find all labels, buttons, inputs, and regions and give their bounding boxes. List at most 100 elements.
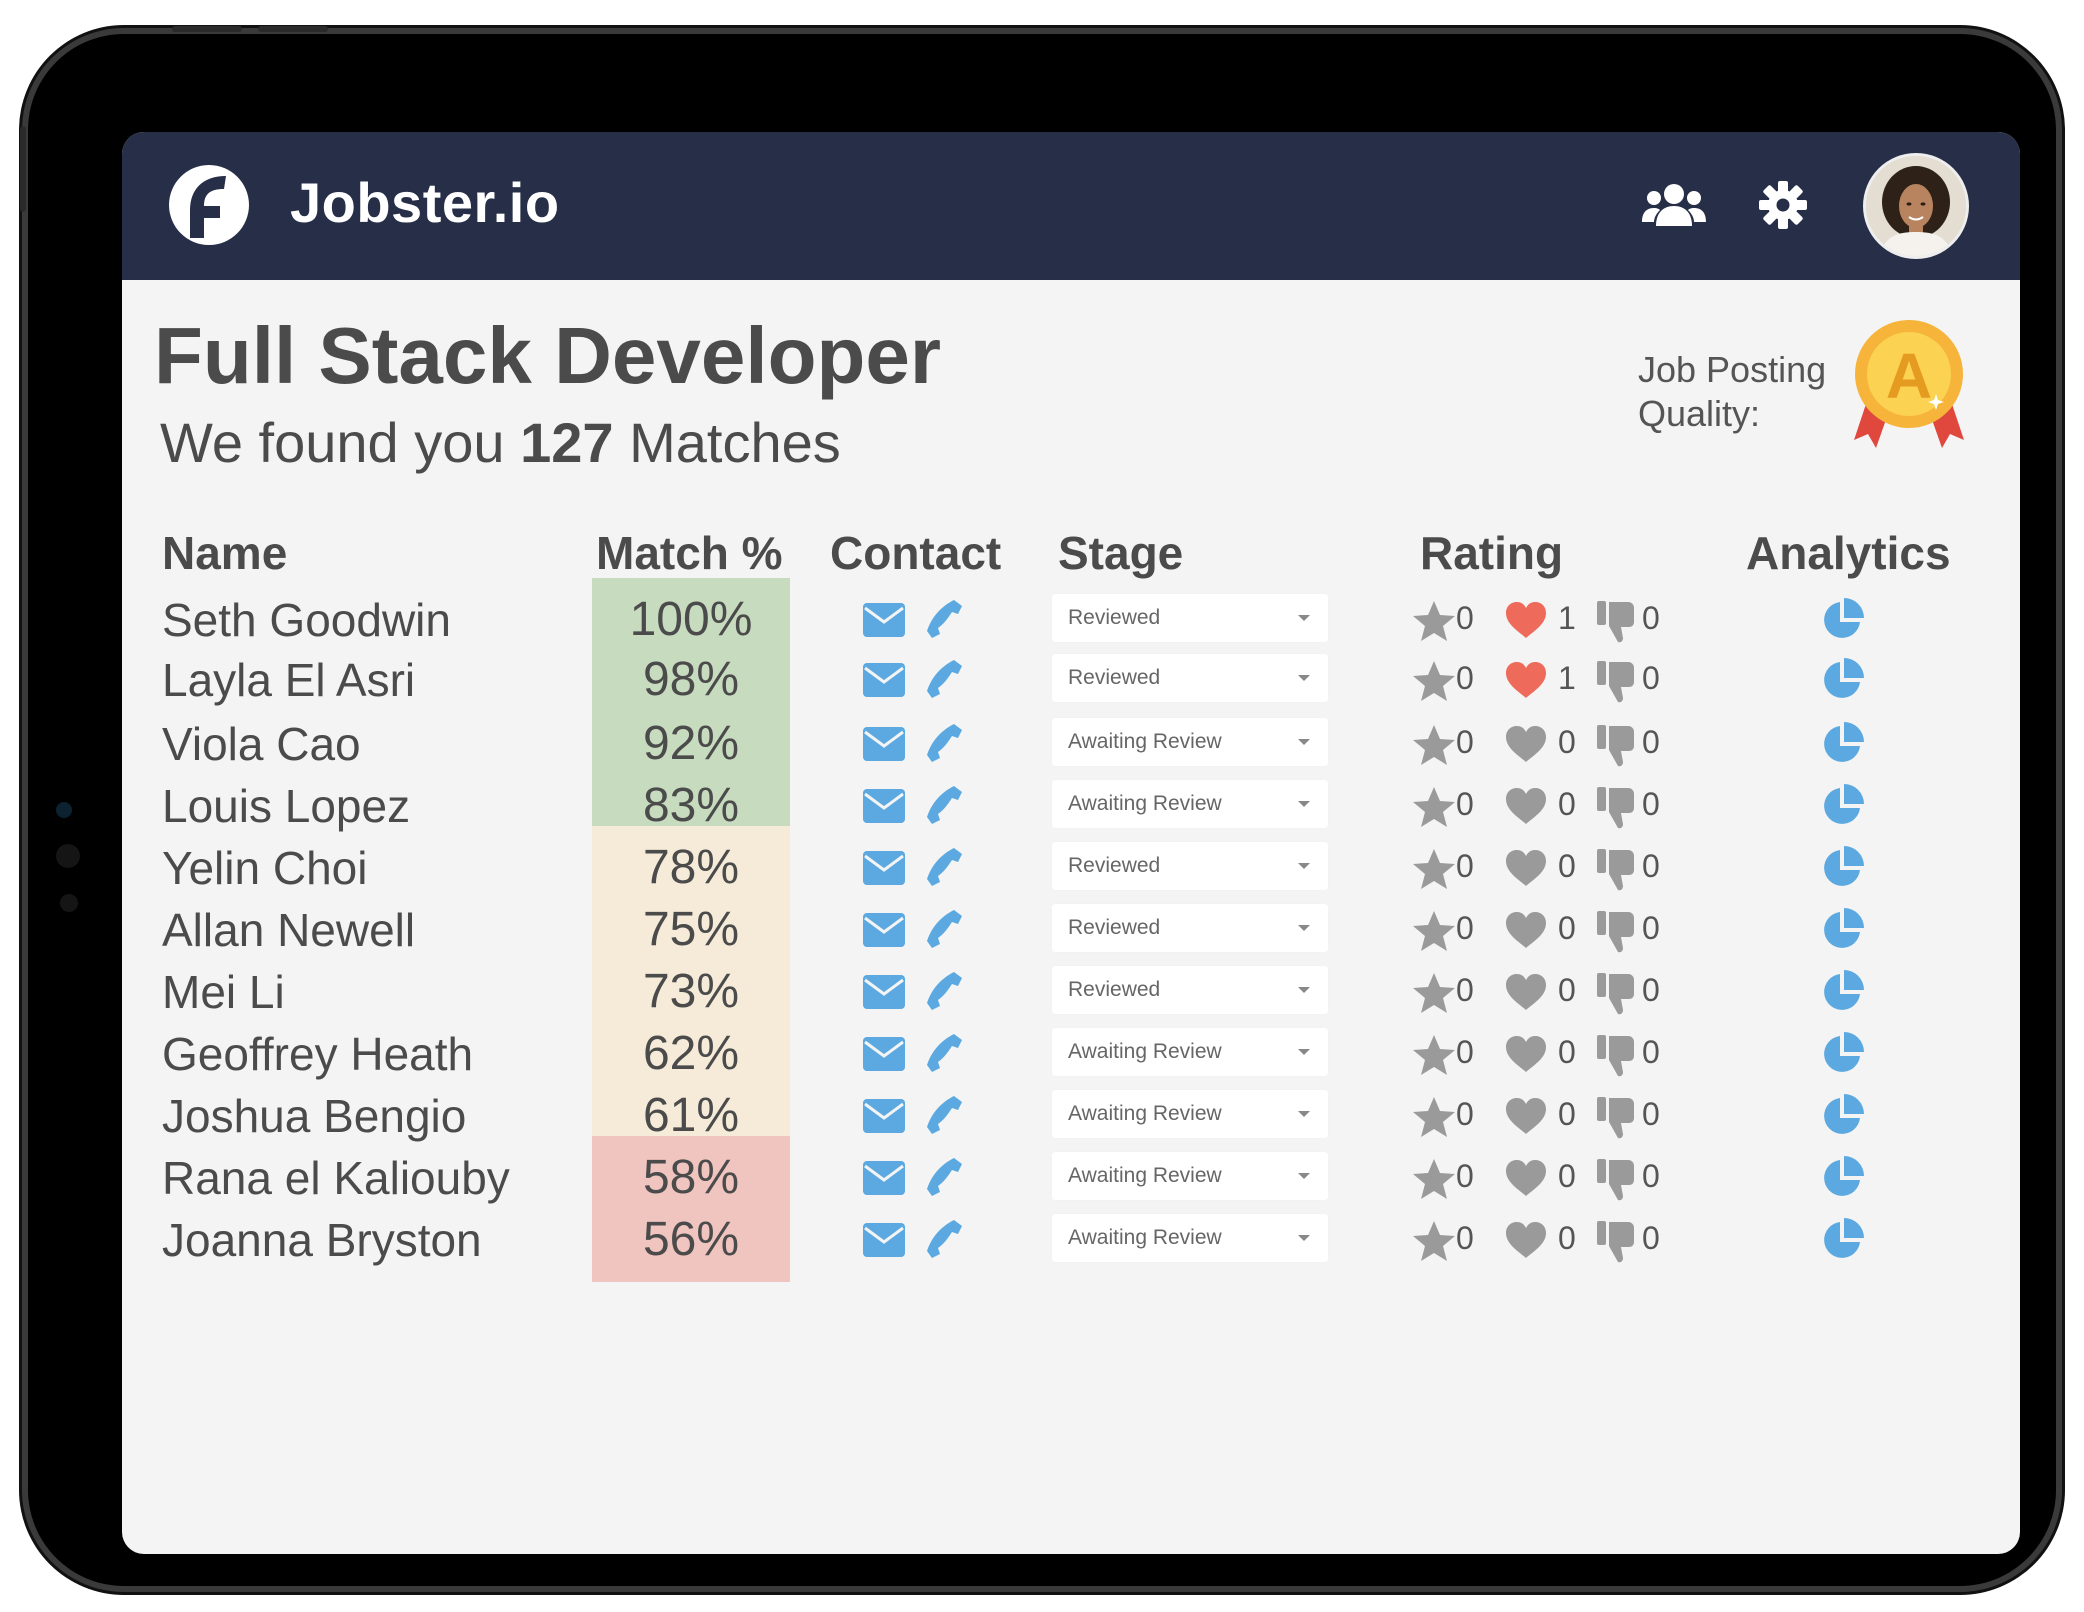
heart-count: 0: [1558, 972, 1576, 1008]
candidate-name[interactable]: Rana el Kaliouby: [162, 1152, 510, 1204]
star-count: 0: [1456, 1034, 1474, 1070]
match-summary-suffix: Matches: [629, 411, 841, 474]
pie-chart-icon[interactable]: [1820, 846, 1864, 890]
phone-icon[interactable]: [926, 1094, 966, 1136]
column-header-name[interactable]: Name: [162, 527, 288, 579]
phone-icon[interactable]: [926, 1032, 966, 1074]
top-navigation-bar: Jobster.io: [122, 132, 2020, 280]
star-icon: [1413, 1035, 1455, 1075]
pie-chart-icon[interactable]: [1820, 722, 1864, 766]
chevron-down-icon: [1298, 925, 1310, 931]
avatar[interactable]: [1866, 156, 1966, 256]
phone-icon[interactable]: [926, 846, 966, 888]
chevron-down-icon: [1298, 1049, 1310, 1055]
stage-dropdown[interactable]: Reviewed: [1052, 594, 1328, 642]
chevron-down-icon: [1298, 1235, 1310, 1241]
pie-chart-icon[interactable]: [1820, 598, 1864, 642]
brand-name[interactable]: Jobster.io: [290, 171, 560, 234]
table-row[interactable]: Joanna Bryston 56% Awaiting Review 0: [122, 1198, 2020, 1282]
contact-actions: [862, 782, 972, 830]
email-icon[interactable]: [862, 788, 906, 824]
phone-icon[interactable]: [926, 784, 966, 826]
stage-dropdown[interactable]: Awaiting Review: [1052, 1090, 1328, 1138]
email-icon[interactable]: [862, 726, 906, 762]
thumbs-down-icon: [1597, 849, 1634, 891]
heart-icon: [1506, 850, 1546, 886]
stage-value: Awaiting Review: [1068, 1226, 1222, 1249]
stage-dropdown[interactable]: Awaiting Review: [1052, 1152, 1328, 1200]
column-header-match[interactable]: Match %: [596, 527, 783, 579]
users-icon[interactable]: [1642, 182, 1706, 228]
email-icon[interactable]: [862, 1222, 906, 1258]
pie-chart-icon[interactable]: [1820, 658, 1864, 702]
candidate-name[interactable]: Layla El Asri: [162, 654, 416, 706]
pie-chart-icon[interactable]: [1820, 784, 1864, 828]
email-icon[interactable]: [862, 974, 906, 1010]
candidate-name[interactable]: Seth Goodwin: [162, 594, 451, 646]
dislike-count: 0: [1642, 660, 1660, 696]
contact-actions: [862, 656, 972, 704]
phone-icon[interactable]: [926, 1218, 966, 1260]
heart-icon: [1506, 788, 1546, 824]
candidate-name[interactable]: Louis Lopez: [162, 780, 411, 832]
star-count: 0: [1456, 972, 1474, 1008]
stage-dropdown[interactable]: Reviewed: [1052, 842, 1328, 890]
email-icon[interactable]: [862, 1160, 906, 1196]
stage-dropdown[interactable]: Awaiting Review: [1052, 780, 1328, 828]
email-icon[interactable]: [862, 1098, 906, 1134]
candidate-name[interactable]: Joanna Bryston: [162, 1214, 482, 1266]
heart-count: 1: [1558, 660, 1576, 696]
phone-icon[interactable]: [926, 658, 966, 700]
pie-chart-icon[interactable]: [1820, 908, 1864, 952]
column-header-stage[interactable]: Stage: [1058, 527, 1184, 579]
stage-dropdown[interactable]: Awaiting Review: [1052, 1214, 1328, 1262]
stage-value: Reviewed: [1068, 606, 1161, 629]
table-row[interactable]: Mei Li 73% Reviewed 0: [122, 950, 2020, 1034]
thumbs-down-icon: [1597, 725, 1634, 767]
quality-medal-icon[interactable]: A: [1844, 318, 1974, 454]
contact-actions: [862, 596, 972, 644]
candidate-name[interactable]: Mei Li: [162, 966, 285, 1018]
candidate-name[interactable]: Geoffrey Heath: [162, 1028, 474, 1080]
pie-chart-icon[interactable]: [1820, 1094, 1864, 1138]
stage-value: Reviewed: [1068, 916, 1161, 939]
candidate-name[interactable]: Yelin Choi: [162, 842, 368, 894]
gear-icon[interactable]: [1758, 180, 1808, 230]
heart-count: 0: [1558, 1096, 1576, 1132]
candidate-name[interactable]: Joshua Bengio: [162, 1090, 467, 1142]
heart-icon: [1506, 912, 1546, 948]
phone-icon[interactable]: [926, 722, 966, 764]
tablet-frame: Jobster.io: [20, 26, 2056, 1586]
stage-dropdown[interactable]: Reviewed: [1052, 654, 1328, 702]
pie-chart-icon[interactable]: [1820, 1032, 1864, 1076]
column-header-rating[interactable]: Rating: [1420, 527, 1564, 579]
stage-dropdown[interactable]: Reviewed: [1052, 966, 1328, 1014]
heart-count: 0: [1558, 724, 1576, 760]
phone-icon[interactable]: [926, 1156, 966, 1198]
stage-value: Awaiting Review: [1068, 792, 1222, 815]
star-count: 0: [1456, 1096, 1474, 1132]
pie-chart-icon[interactable]: [1820, 970, 1864, 1014]
email-icon[interactable]: [862, 1036, 906, 1072]
candidate-name[interactable]: Allan Newell: [162, 904, 416, 956]
pie-chart-icon[interactable]: [1820, 1156, 1864, 1200]
table-row[interactable]: Allan Newell 75% Reviewed 0: [122, 888, 2020, 972]
phone-icon[interactable]: [926, 908, 966, 950]
email-icon[interactable]: [862, 662, 906, 698]
stage-dropdown[interactable]: Awaiting Review: [1052, 718, 1328, 766]
dislike-count: 0: [1642, 1096, 1660, 1132]
candidate-name[interactable]: Viola Cao: [162, 718, 361, 770]
quality-grade: A: [1886, 340, 1932, 412]
stage-dropdown[interactable]: Awaiting Review: [1052, 1028, 1328, 1076]
heart-icon: [1506, 1160, 1546, 1196]
phone-icon[interactable]: [926, 598, 966, 640]
email-icon[interactable]: [862, 912, 906, 948]
phone-icon[interactable]: [926, 970, 966, 1012]
heart-count: 0: [1558, 1220, 1576, 1256]
pie-chart-icon[interactable]: [1820, 1218, 1864, 1262]
dislike-count: 0: [1642, 724, 1660, 760]
thumbs-down-icon: [1597, 1159, 1634, 1201]
email-icon[interactable]: [862, 850, 906, 886]
email-icon[interactable]: [862, 602, 906, 638]
stage-dropdown[interactable]: Reviewed: [1052, 904, 1328, 952]
